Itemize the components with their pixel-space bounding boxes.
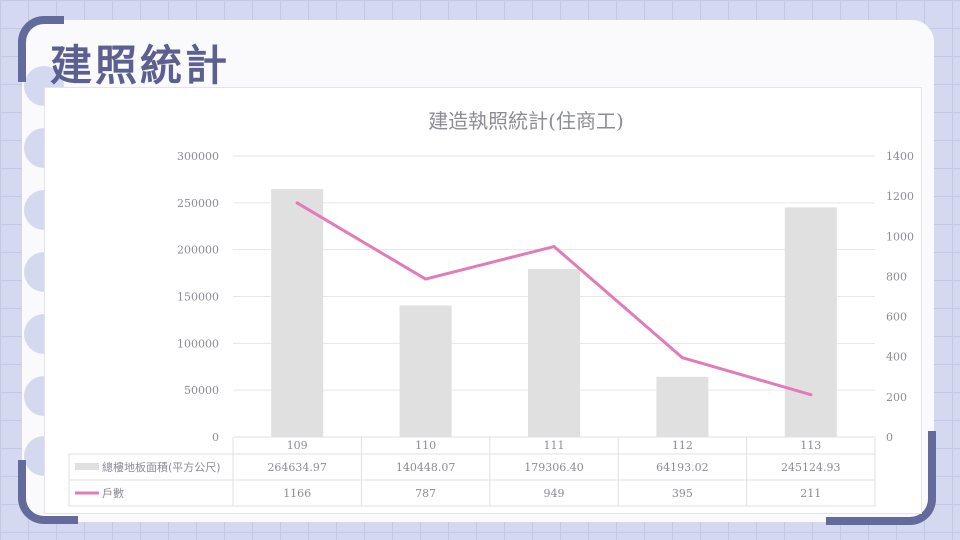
combo-chart: 建造執照統計(住商工) 0 50000 100000 150000 200000 25000…	[68, 109, 914, 507]
x-category-label: 110	[415, 439, 436, 452]
table-cell-households: 211	[800, 487, 821, 500]
x-category-label: 111	[544, 439, 565, 452]
x-category-label: 109	[287, 439, 308, 452]
table-cell-households: 1166	[283, 487, 311, 500]
table-cell-households: 949	[544, 487, 565, 500]
legend-label-floor-area: 總樓地板面積(平方公尺)	[102, 460, 221, 474]
table-cell-floor-area: 64193.02	[656, 461, 709, 474]
corner-bracket-bottom-left	[18, 460, 78, 524]
y-right-tick-label: 800	[886, 270, 907, 283]
table-cell-floor-area: 264634.97	[267, 461, 327, 474]
line-point-111	[552, 245, 556, 249]
bar-109	[271, 189, 324, 437]
bar-112	[656, 376, 709, 437]
y-right-tick-label: 600	[886, 311, 907, 324]
chart-title: 建造執照統計(住商工)	[428, 109, 624, 133]
y-left-tick-label: 50000	[184, 384, 219, 397]
bar-113	[784, 207, 837, 437]
x-category-label: 113	[800, 439, 821, 452]
y-left-tick-label: 150000	[177, 291, 219, 304]
chart-area: 建造執照統計(住商工) 0 50000 100000 150000 200000 25000…	[44, 87, 922, 514]
table-cell-floor-area: 245124.93	[781, 461, 841, 474]
bar-110	[399, 305, 452, 437]
legend-key-bar	[75, 463, 99, 470]
y-left-tick-label: 250000	[177, 197, 219, 210]
legend-label-households: 戶數	[102, 487, 124, 500]
line-point-110	[424, 277, 428, 281]
y-right-tick-label: 1200	[886, 190, 914, 203]
y-right-tick-label: 400	[886, 351, 907, 364]
x-category-label: 112	[672, 439, 693, 452]
table-cell-floor-area: 179306.40	[524, 461, 584, 474]
table-cell-households: 787	[415, 487, 436, 500]
y-right-tick-label: 200	[886, 391, 907, 404]
line-point-113	[809, 393, 813, 397]
page-title: 建照統計	[50, 41, 231, 90]
y-right-tick-label: 1400	[886, 150, 914, 163]
table-cell-floor-area: 140448.07	[396, 461, 456, 474]
line-point-112	[680, 356, 684, 360]
line-point-109	[295, 201, 299, 205]
y-right-tick-label: 1000	[886, 230, 914, 243]
y-right-tick-label: 0	[886, 431, 893, 444]
corner-bracket-bottom-right	[826, 431, 936, 525]
table-cell-households: 395	[672, 487, 693, 500]
corner-bracket-top-left	[18, 16, 64, 82]
y-left-tick-label: 0	[212, 431, 219, 444]
y-left-tick-label: 200000	[177, 244, 219, 257]
y-left-tick-label: 100000	[177, 337, 219, 350]
y-left-tick-label: 300000	[177, 150, 219, 163]
bar-111	[528, 269, 580, 437]
